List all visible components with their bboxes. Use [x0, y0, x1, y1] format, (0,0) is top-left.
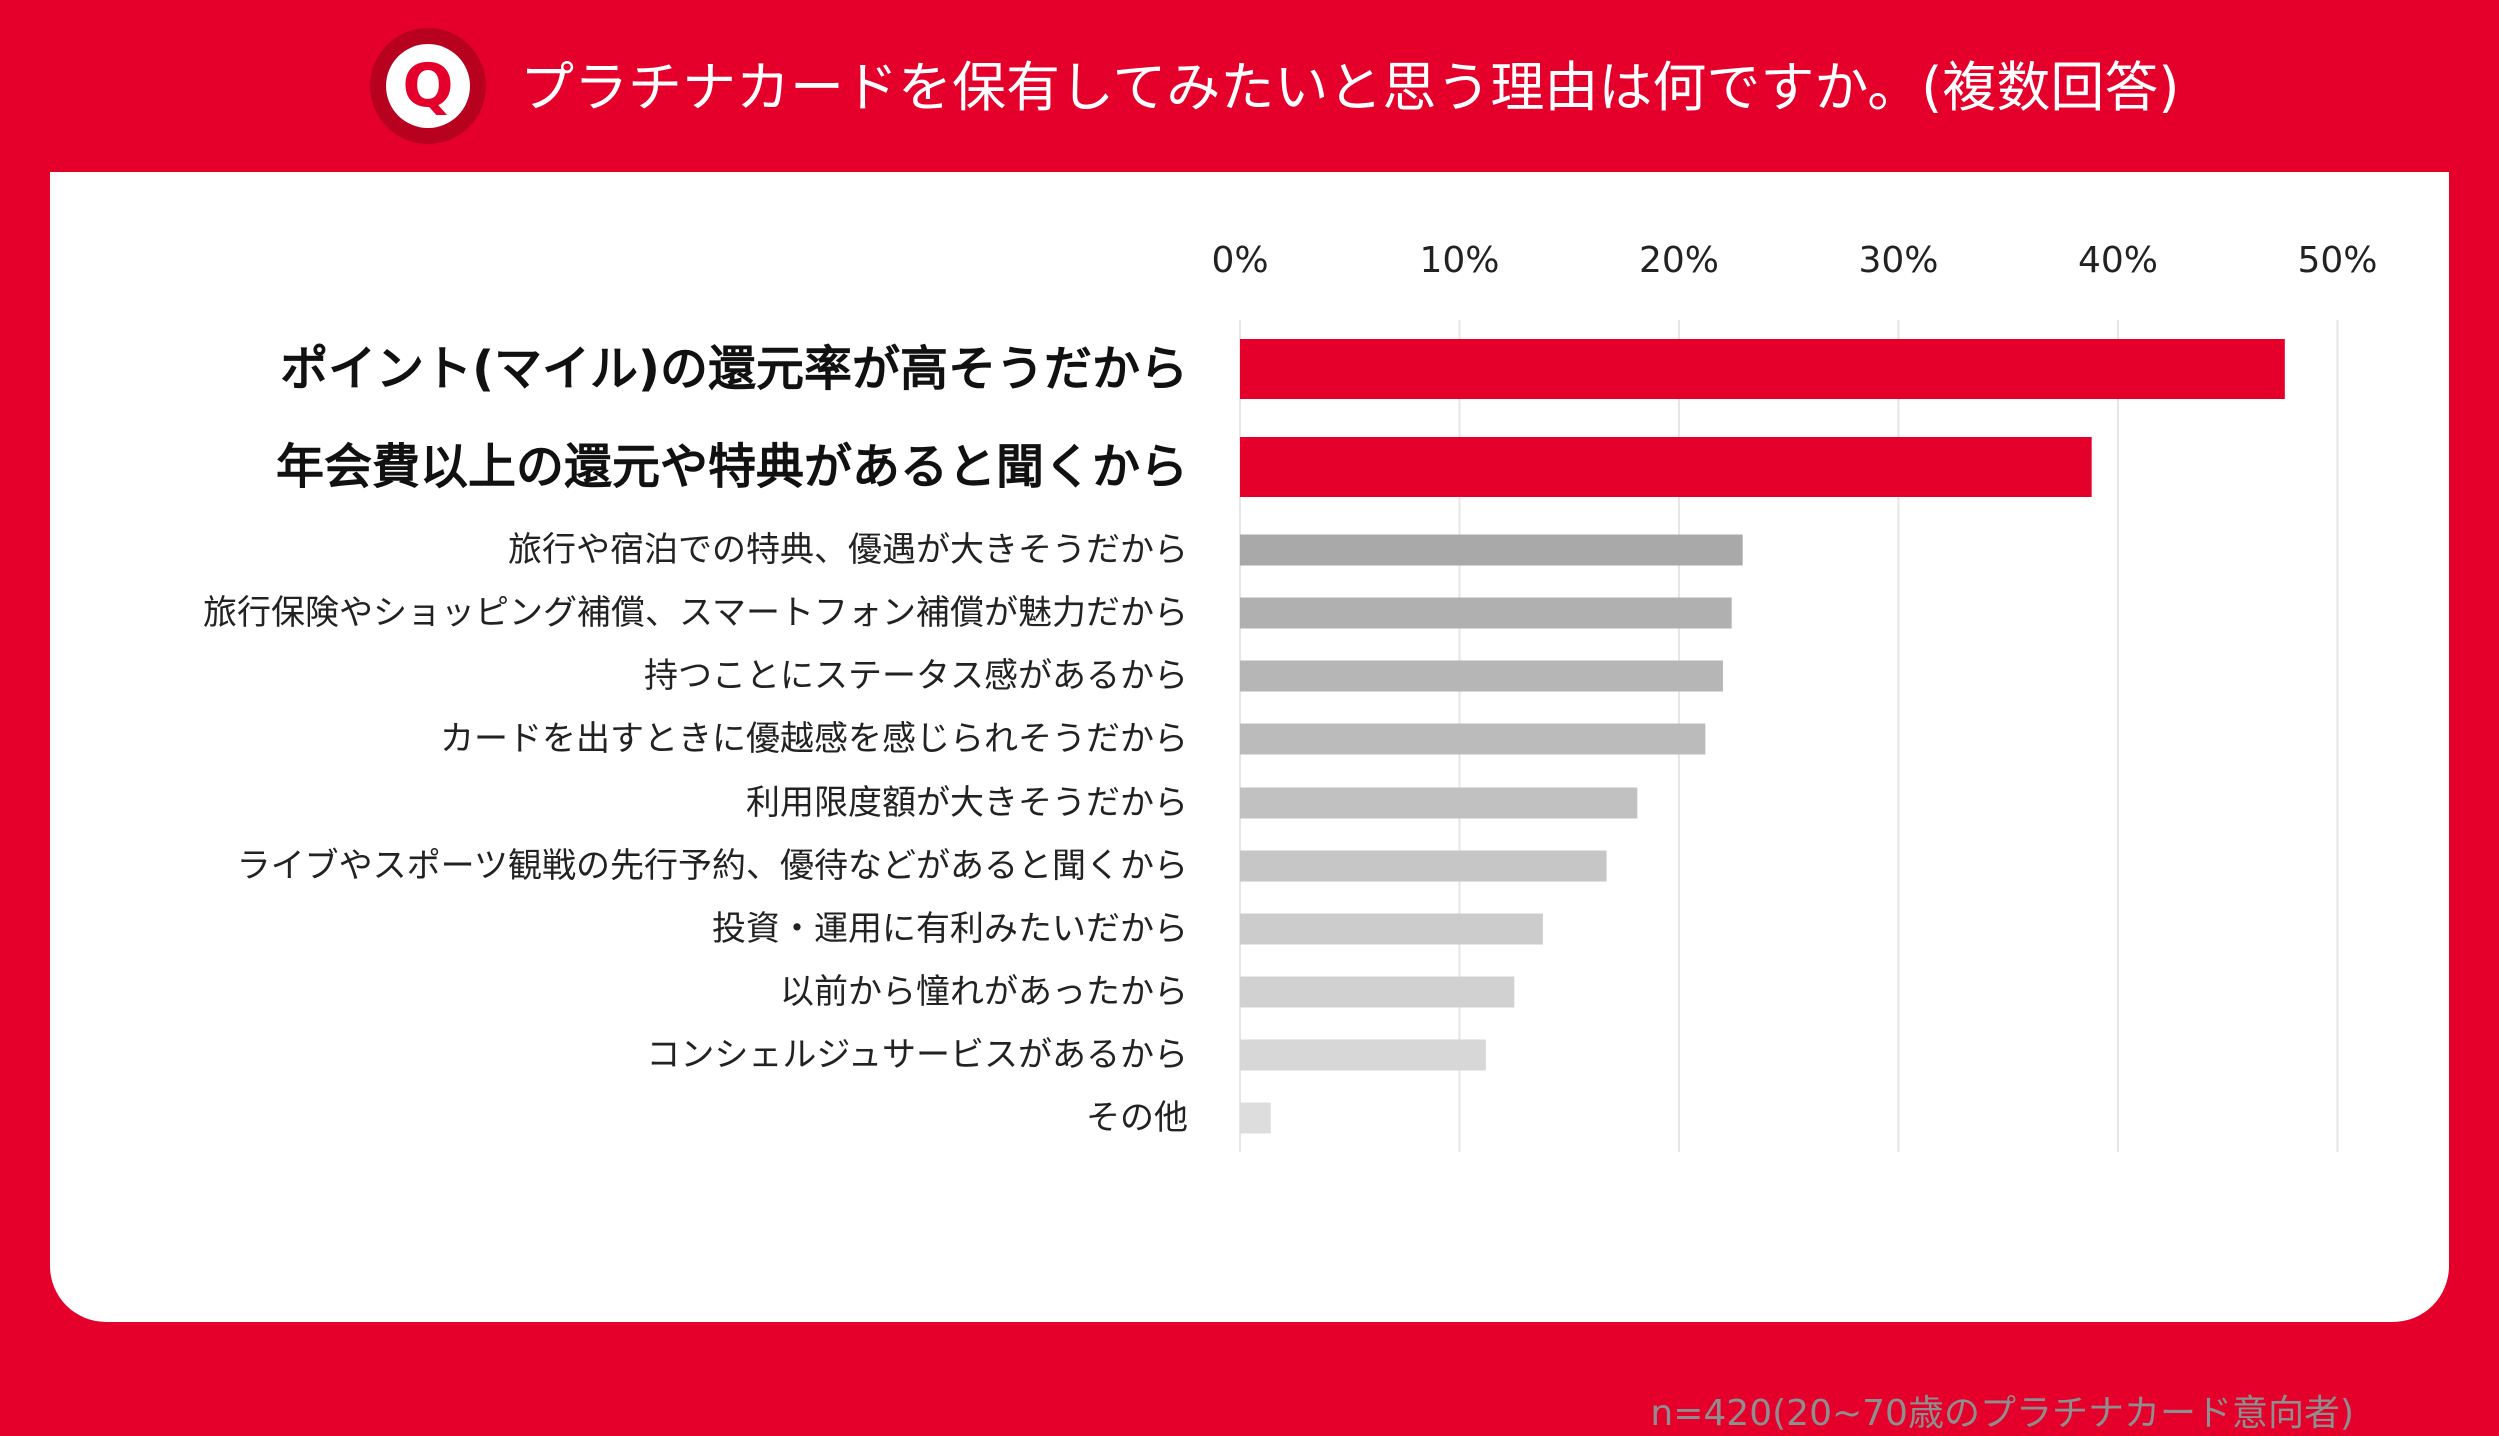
bar-8 [1240, 913, 1543, 945]
bar-3 [1240, 597, 1732, 629]
bar-10 [1240, 1039, 1486, 1071]
x-tick-label-30: 30% [1858, 240, 1938, 281]
x-tick-label-40: 40% [2078, 240, 2158, 281]
bar-chart: 0% 10% 20% 30% 40% 50% ポイント(マイル)の還元率が高そうだから年会費… [203, 240, 2378, 1152]
sample-size-note: n=420(20~70歳のプラチナカード意向者) [1650, 1393, 2354, 1434]
x-tick-label-0: 0% [1211, 240, 1268, 281]
category-label-3: 旅行保険やショッピング補償、スマートフォン補償が魅力だから [203, 593, 1188, 633]
bar-4 [1240, 660, 1723, 692]
bar-9 [1240, 976, 1515, 1008]
page-title: プラチナカードを保有してみたいと思う理由は何ですか。(複数回答) [520, 56, 2180, 119]
x-tick-label-20: 20% [1639, 240, 1719, 281]
x-tick-label-10: 10% [1419, 240, 1499, 281]
x-tick-label-50: 50% [2297, 240, 2377, 281]
bar-11 [1240, 1102, 1271, 1134]
bar-6 [1240, 787, 1638, 819]
category-label-10: コンシェルジュサービスがあるから [646, 1035, 1188, 1075]
bar-5 [1240, 723, 1706, 755]
category-label-2: 旅行や宿泊での特典、優遇が大きそうだから [508, 530, 1188, 570]
bar-0 [1240, 339, 2285, 399]
chart-panel: 0% 10% 20% 30% 40% 50% ポイント(マイル)の還元率が高そうだから 年会費… [50, 172, 2449, 1434]
category-label-7: ライブやスポーツ観戦の先行予約、優待などがあると聞くから [237, 846, 1188, 886]
category-label-5: カードを出すときに優越感を感じられそうだから [440, 719, 1188, 759]
category-label-1: 年会費以上の還元や特典があると聞くから [276, 439, 1188, 495]
category-label-9: 以前から憧れがあったから [780, 972, 1188, 1012]
category-label-8: 投資・運用に有利みたいだから [712, 909, 1188, 949]
bar-7 [1240, 850, 1607, 882]
category-label-0: ポイント(マイル)の還元率が高そうだから [280, 341, 1188, 397]
category-label-11: その他 [1086, 1098, 1188, 1138]
category-label-6: 利用限度額が大きそうだから [746, 783, 1188, 823]
category-label-4: 持つことにステータス感があるから [644, 656, 1188, 696]
header: Q プラチナカードを保有してみたいと思う理由は何ですか。(複数回答) [0, 0, 2499, 172]
bar-1 [1240, 437, 2092, 497]
question-badge-letter: Q [402, 51, 454, 121]
bar-2 [1240, 534, 1743, 566]
question-badge-icon: Q [370, 28, 486, 144]
